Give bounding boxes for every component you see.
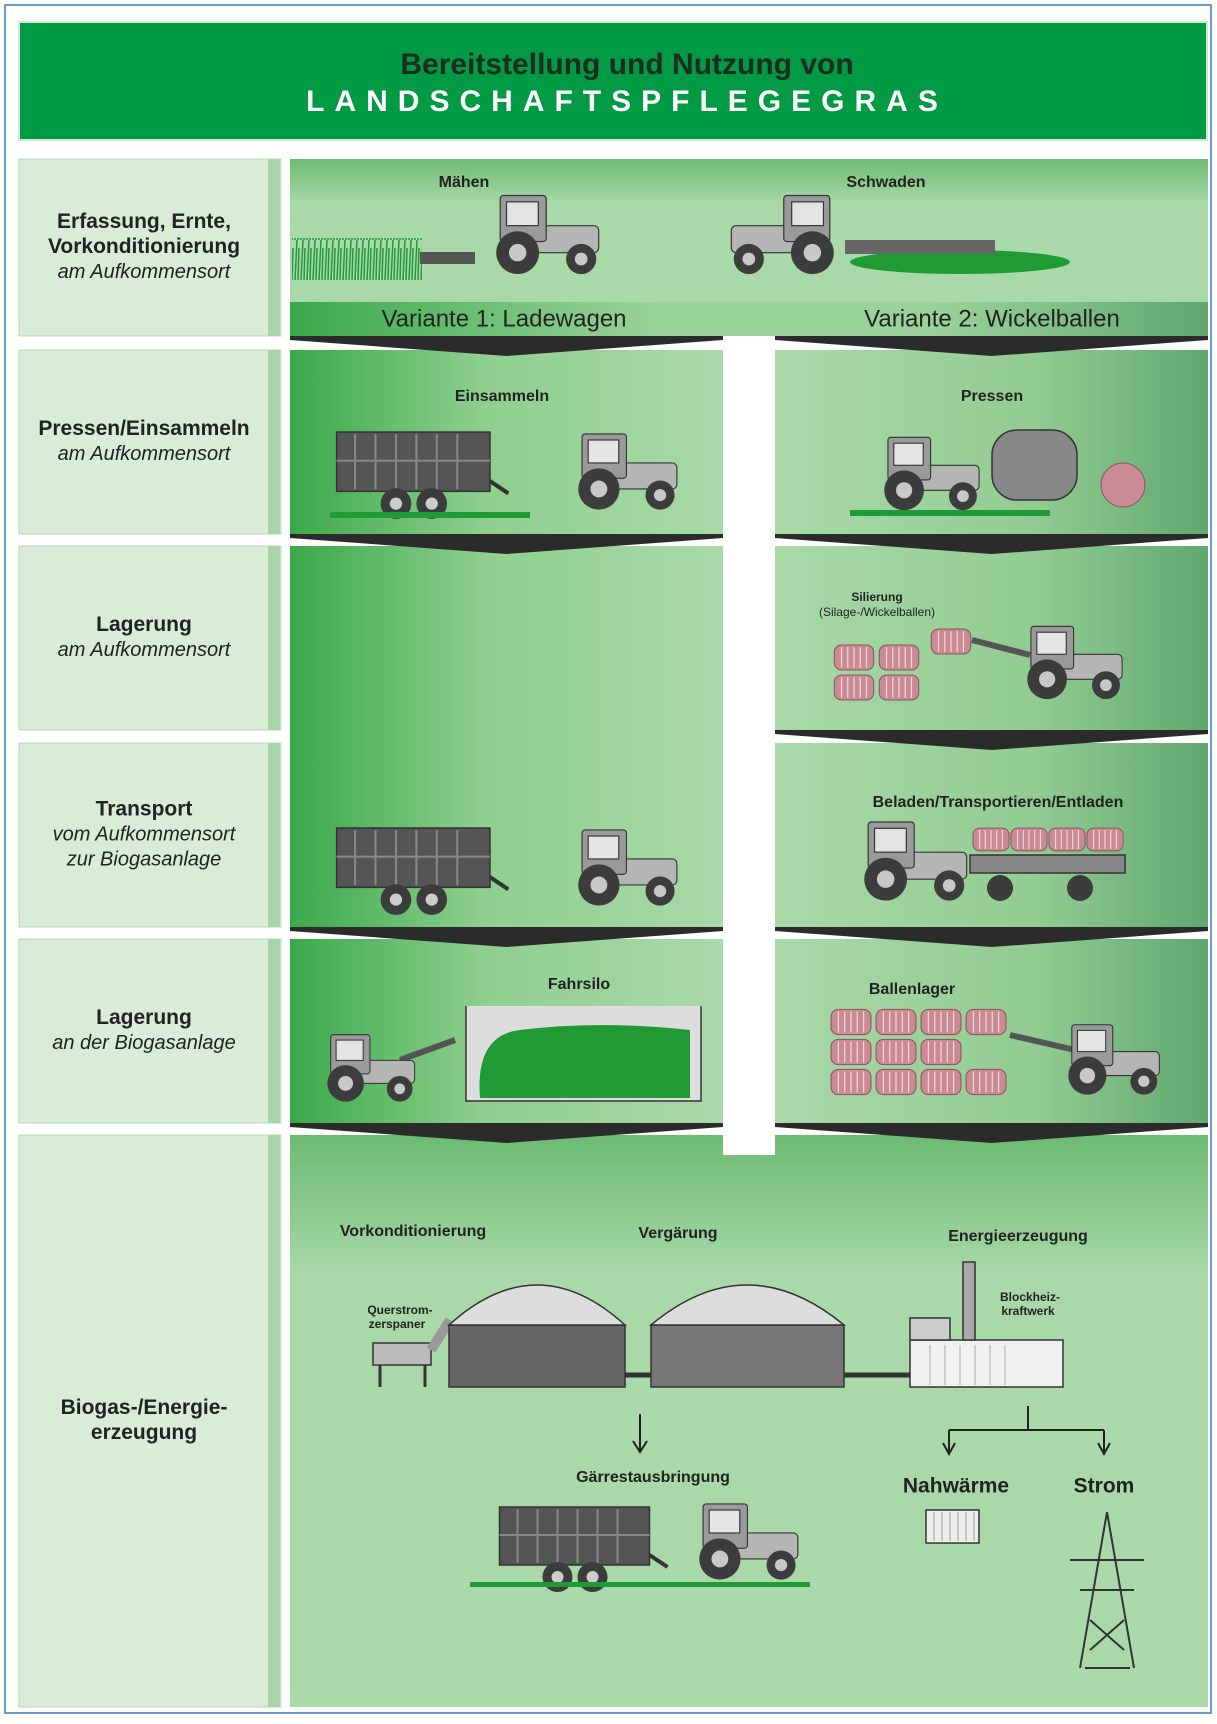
- step-label: Vergärung: [638, 1225, 717, 1242]
- panel: [290, 1135, 1208, 1707]
- stage-title: Erfassung, Ernte,: [57, 210, 231, 233]
- mower: [420, 252, 475, 264]
- step-label: Energieerzeugung: [948, 1228, 1088, 1245]
- component-label: zerspaner: [369, 1317, 426, 1331]
- chp-plant: [909, 1261, 1064, 1388]
- stage-note: zur Biogasanlage: [66, 848, 222, 870]
- flow-arrow: [775, 336, 1208, 356]
- stage-box: [18, 545, 282, 731]
- radiator: [925, 1509, 980, 1544]
- power-pylon: [1070, 1511, 1144, 1669]
- step-label: Mähen: [439, 174, 490, 191]
- stage-edge: [268, 939, 280, 1123]
- loader-arm: [398, 1037, 457, 1063]
- grass: [470, 1582, 810, 1587]
- stage-edge: [268, 350, 280, 534]
- stage-title: Biogas-/Energie-: [61, 1396, 228, 1419]
- step-label: Ballenlager: [869, 981, 955, 998]
- step-label: Beladen/Transportieren/Entladen: [873, 794, 1124, 811]
- silage-pile: [479, 1025, 690, 1098]
- stage-title: erzeugung: [91, 1421, 197, 1444]
- shredder: [372, 1317, 455, 1387]
- step-label: Silierung: [851, 590, 902, 604]
- output-label: Nahwärme: [903, 1475, 1009, 1498]
- stage-edge: [268, 546, 280, 730]
- stage-title: Lagerung: [96, 1006, 192, 1029]
- stage-title: Lagerung: [96, 613, 192, 636]
- stage-box: [18, 742, 282, 928]
- rake: [845, 240, 995, 254]
- step-label: Einsammeln: [455, 388, 549, 405]
- step-label: Fahrsilo: [548, 976, 610, 993]
- grass: [330, 512, 530, 518]
- flow-arrow: [290, 927, 723, 947]
- stage-box: [18, 1134, 282, 1708]
- frame: [4, 4, 1212, 1714]
- stage-column: Erfassung, Ernte,Vorkonditionierung am Au…: [18, 158, 282, 1708]
- branch-arrow: [942, 1406, 1111, 1457]
- output-label: Strom: [1074, 1475, 1135, 1498]
- step-note: (Silage-/Wickelballen): [819, 605, 935, 619]
- loader-arm: [971, 637, 1031, 658]
- flow-arrow: [775, 1123, 1208, 1143]
- stage-note: am Aufkommensort: [58, 443, 232, 465]
- grass: [292, 238, 422, 280]
- trailer: [969, 827, 1126, 901]
- arrow: [632, 1414, 648, 1454]
- stage-note: an der Biogasanlage: [52, 1032, 235, 1054]
- step-label: Vorkonditionierung: [340, 1223, 486, 1240]
- stage-title: Vorkonditionierung: [48, 235, 240, 258]
- panel: [290, 302, 1208, 336]
- stage-box: [18, 349, 282, 535]
- header-subtitle: LANDSCHAFTSPFLEGEGRAS: [306, 85, 948, 118]
- variant-label: Variante 1: Ladewagen: [381, 305, 626, 332]
- round-bale: [1100, 462, 1146, 508]
- swath: [850, 250, 1070, 274]
- flow-arrow: [290, 336, 723, 356]
- stage-note: am Aufkommensort: [58, 261, 232, 283]
- flow-arrow: [775, 730, 1208, 750]
- component-label: Querstrom-: [367, 1303, 432, 1317]
- flow-arrow: [775, 534, 1208, 554]
- grass: [850, 510, 1050, 516]
- variant-label: Variante 2: Wickelballen: [864, 305, 1120, 332]
- component-label: Blockheiz-: [1000, 1290, 1060, 1304]
- step-label: Pressen: [961, 388, 1023, 405]
- step-label: Schwaden: [846, 174, 925, 191]
- digester: [447, 1284, 627, 1388]
- stage-edge: [268, 159, 280, 336]
- stage-edge: [268, 1135, 280, 1707]
- stage-box: [18, 938, 282, 1124]
- stage-edge: [268, 743, 280, 927]
- step-label: Gärrestausbringung: [576, 1469, 730, 1486]
- loader-arm: [1009, 1032, 1076, 1053]
- baler: [991, 429, 1078, 501]
- flow-arrow: [290, 534, 723, 554]
- header: [18, 21, 1208, 141]
- digester: [648, 1284, 847, 1388]
- panels: [290, 159, 1208, 1707]
- stage-title: Transport: [96, 798, 193, 821]
- stage-title: Pressen/Einsammeln: [38, 417, 249, 440]
- panel: [775, 546, 1208, 730]
- panel: [775, 350, 1208, 534]
- stage-note: vom Aufkommensort: [53, 823, 237, 845]
- stage-note: am Aufkommensort: [58, 639, 232, 661]
- component-label: kraftwerk: [1001, 1304, 1055, 1318]
- flow-arrow: [775, 927, 1208, 947]
- flow-arrow: [290, 1123, 723, 1143]
- stage-box: [18, 158, 282, 337]
- header-title: Bereitstellung und Nutzung von: [400, 48, 853, 81]
